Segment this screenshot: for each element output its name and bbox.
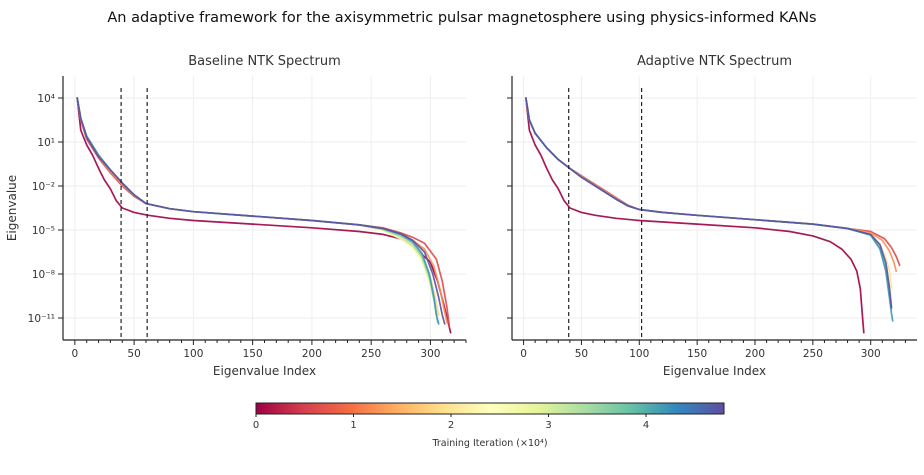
- spectrum-curve-7: [525, 97, 893, 311]
- x-tick-label: 300: [420, 348, 440, 360]
- x-axis-label: Eigenvalue Index: [213, 364, 316, 378]
- x-tick-label: 250: [361, 348, 381, 360]
- colorbar-tick-label: 1: [350, 420, 356, 431]
- y-tick-label: 10⁻¹¹: [28, 313, 55, 325]
- x-tick-label: 0: [520, 348, 527, 360]
- chart-panel-1: Baseline NTK Spectrum 0 50 100 150 200 250 300 1…: [5, 54, 467, 378]
- spectrum-curve-2: [525, 97, 901, 267]
- x-axis-label: Eigenvalue Index: [663, 364, 766, 378]
- colorbar-label: Training Iteration (×10⁴): [431, 438, 547, 449]
- panel-title: Baseline NTK Spectrum: [188, 54, 341, 69]
- x-tick-label: 300: [861, 348, 881, 360]
- spectrum-curve-4: [76, 97, 440, 316]
- spectrum-curve-8: [525, 97, 894, 322]
- spectrum-curve-5: [525, 97, 893, 297]
- x-tick-label: 150: [687, 348, 707, 360]
- colorbar-tick-label: 4: [643, 420, 649, 431]
- y-tick-label: 10⁻²: [32, 181, 55, 193]
- x-tick-label: 50: [575, 348, 588, 360]
- y-axis-label: Eigenvalue: [5, 175, 19, 241]
- spectrum-curve-1: [76, 97, 452, 334]
- spectrum-curve-9: [76, 97, 446, 325]
- x-tick-label: 100: [183, 348, 203, 360]
- x-tick-label: 100: [629, 348, 649, 360]
- x-tick-label: 0: [72, 348, 79, 360]
- x-tick-label: 50: [127, 348, 140, 360]
- spectrum-curve-1: [525, 97, 865, 334]
- spectrum-curve-9: [525, 97, 893, 309]
- panel-title: Adaptive NTK Spectrum: [637, 54, 792, 69]
- spectrum-curve-5: [76, 97, 439, 318]
- colorbar-tick-label: 3: [545, 420, 551, 431]
- x-tick-label: 250: [803, 348, 823, 360]
- y-tick-label: 10⁻⁸: [32, 269, 55, 281]
- spectrum-curve-4: [525, 97, 893, 290]
- spectrum-curve-7: [76, 97, 439, 324]
- panels: Baseline NTK Spectrum 0 50 100 150 200 250 300 1…: [5, 54, 917, 378]
- x-tick-label: 150: [243, 348, 263, 360]
- colorbar-tick-label: 0: [253, 420, 259, 431]
- chart-panel-2: Adaptive NTK Spectrum 0 50 100 150 200 250 300 E…: [507, 54, 917, 378]
- figure-suptitle: An adaptive framework for the axisymmetr…: [107, 10, 816, 26]
- colorbar-gradient: [255, 402, 725, 415]
- spectrum-curve-3: [76, 97, 448, 324]
- colorbar: 0 1 2 3 4 Training Iteration (×10⁴): [253, 402, 725, 449]
- spectrum-curve-6: [76, 97, 439, 316]
- x-tick-label: 200: [745, 348, 765, 360]
- colorbar-tick-label: 2: [448, 420, 454, 431]
- y-tick-label: 10¹: [37, 137, 55, 149]
- y-tick-label: 10⁻⁵: [32, 225, 55, 237]
- x-tick-label: 200: [302, 348, 322, 360]
- y-tick-label: 10⁴: [37, 93, 55, 105]
